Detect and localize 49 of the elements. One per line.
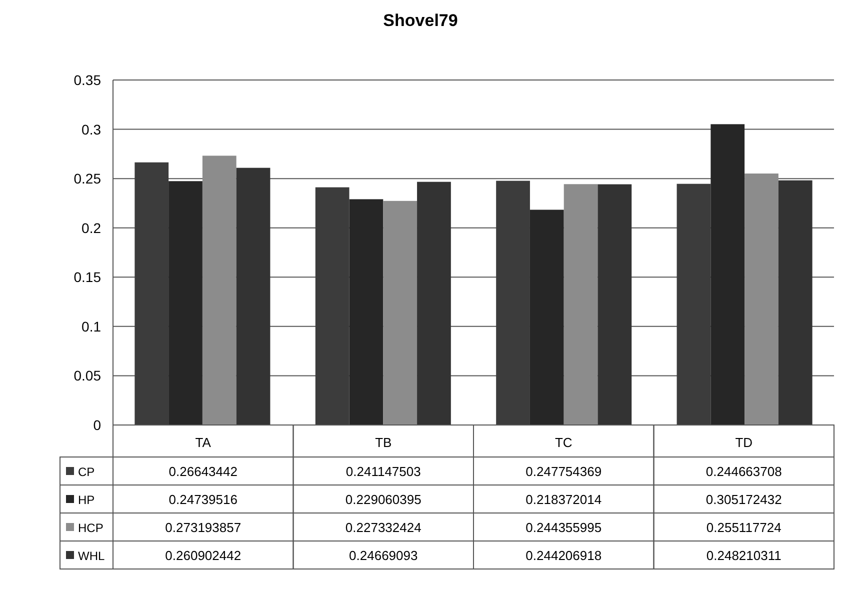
data-label: 0.24739516 [168,492,238,507]
bar [496,180,530,425]
y-tick-label: 0.1 [82,318,102,334]
data-label: 0.244663708 [706,464,782,479]
data-label: 0.248210311 [706,548,782,563]
y-tick-label: 0.35 [74,72,102,88]
data-label: 0.218372014 [526,492,602,507]
bar [315,187,350,425]
data-label: 0.244355995 [526,520,602,535]
data-label: 0.227332424 [345,520,422,535]
legend-label: WHL [78,549,105,563]
bar [417,182,451,425]
bar [676,184,711,425]
bar [168,181,202,425]
legend-label: HP [78,493,95,507]
data-label: 0.273193857 [165,520,242,535]
bar [598,184,632,425]
y-tick-label: 0.25 [74,170,102,187]
bar [134,162,169,425]
chart-title: Shovel79 [383,11,458,30]
y-tick-label: 0.15 [74,269,102,286]
bar [710,124,745,425]
legend-label: HCP [78,521,104,535]
data-label: 0.305172432 [706,492,782,507]
data-label: 0.241147503 [346,464,421,479]
data-label: 0.26643442 [168,464,238,479]
bar [349,199,384,425]
x-tick-label: TA [195,435,212,450]
data-label: 0.247754369 [526,464,602,479]
bar [564,184,598,425]
bar [530,210,564,425]
legend-label: CP [78,465,95,479]
y-tick-label: 0.3 [82,121,102,138]
bar [202,156,236,425]
y-tick-label: 0.2 [82,220,102,236]
data-label: 0.24669093 [349,548,418,563]
y-tick-label: 0 [93,417,102,433]
y-tick-label: 0.05 [74,368,102,384]
data-label: 0.229060395 [345,492,422,507]
bar [383,200,418,425]
x-tick-label: TB [375,435,392,450]
x-tick-label: TC [554,435,572,450]
x-tick-label: TD [735,435,753,450]
data-label: 0.260902442 [165,548,242,563]
bar [744,174,778,425]
data-label: 0.255117724 [706,520,782,535]
data-label: 0.244206918 [526,548,602,563]
bar [236,168,270,425]
bar [778,180,812,425]
